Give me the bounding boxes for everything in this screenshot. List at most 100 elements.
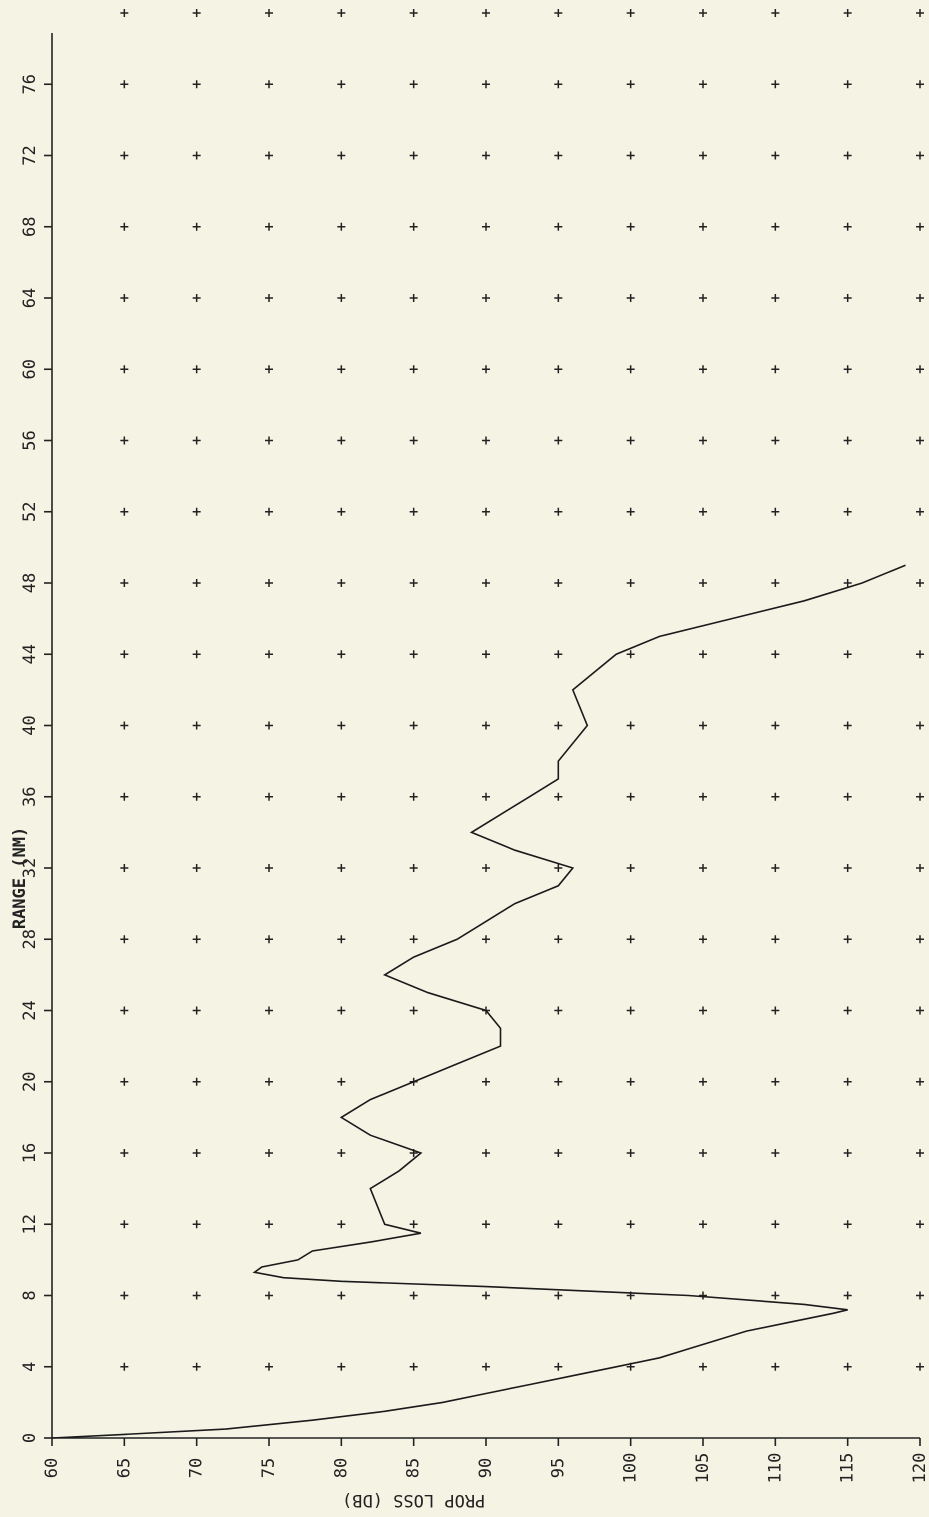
grid-plus bbox=[699, 222, 707, 231]
grid-plus bbox=[265, 1220, 273, 1229]
grid-plus bbox=[771, 294, 780, 302]
grid-plus bbox=[626, 792, 635, 801]
grid-plus bbox=[916, 792, 924, 801]
loss-tick-label: 115 bbox=[838, 1453, 858, 1484]
grid-plus bbox=[626, 1006, 635, 1015]
range-tick-label: 64 bbox=[20, 288, 40, 308]
grid-plus bbox=[337, 1006, 346, 1015]
grid-plus bbox=[699, 1291, 707, 1300]
grid-plus bbox=[409, 864, 418, 872]
grid-plus bbox=[771, 80, 780, 89]
grid-plus bbox=[916, 579, 924, 587]
range-tick-label: 16 bbox=[20, 1143, 40, 1163]
grid-plus bbox=[626, 1077, 635, 1086]
grid-plus bbox=[409, 1362, 418, 1371]
grid-plus bbox=[699, 80, 707, 89]
grid-plus bbox=[916, 294, 924, 302]
grid-plus bbox=[409, 436, 418, 445]
grid-plus bbox=[482, 294, 490, 302]
grid-plus bbox=[843, 1077, 852, 1086]
grid-plus bbox=[626, 294, 635, 302]
grid-plus bbox=[409, 222, 418, 231]
loss-tick-label: 120 bbox=[910, 1453, 929, 1484]
grid-plus bbox=[265, 151, 273, 160]
grid-plus bbox=[554, 650, 563, 659]
grid-plus bbox=[337, 1362, 346, 1371]
grid-plus bbox=[699, 1220, 707, 1229]
grid-plus bbox=[120, 1077, 129, 1086]
grid-plus bbox=[699, 365, 707, 374]
grid-plus bbox=[771, 1006, 780, 1015]
grid-plus bbox=[916, 507, 924, 516]
grid-plus bbox=[192, 151, 201, 160]
grid-plus bbox=[843, 721, 852, 730]
grid-plus bbox=[482, 579, 490, 587]
grid-plus bbox=[337, 9, 346, 17]
grid-plus bbox=[916, 1006, 924, 1015]
range-tick-label: 24 bbox=[20, 1000, 40, 1020]
grid-plus bbox=[843, 1362, 852, 1371]
grid-plus bbox=[265, 365, 273, 374]
grid-plus bbox=[482, 1291, 490, 1300]
grid-plus bbox=[409, 1220, 418, 1229]
grid-plus bbox=[699, 9, 707, 17]
grid-plus bbox=[265, 80, 273, 89]
grid-plus bbox=[265, 864, 273, 872]
grid-plus bbox=[771, 1077, 780, 1086]
grid-plus bbox=[626, 1220, 635, 1229]
grid-plus bbox=[843, 1149, 852, 1157]
grid-plus bbox=[771, 436, 780, 445]
grid-plus bbox=[409, 9, 418, 17]
grid-plus bbox=[843, 792, 852, 801]
grid-plus bbox=[626, 80, 635, 89]
grid-plus bbox=[626, 1149, 635, 1157]
grid-plus bbox=[554, 436, 563, 445]
range-tick-label: 12 bbox=[20, 1214, 40, 1234]
grid-plus bbox=[699, 1077, 707, 1086]
grid-plus bbox=[409, 650, 418, 659]
grid-plus bbox=[843, 365, 852, 374]
grid-plus bbox=[409, 935, 418, 944]
loss-tick-label: 75 bbox=[259, 1458, 279, 1478]
grid-plus bbox=[771, 1291, 780, 1300]
grid-plus bbox=[265, 579, 273, 587]
grid-plus bbox=[192, 579, 201, 587]
grid-plus bbox=[120, 1291, 129, 1300]
grid-plus bbox=[482, 1362, 490, 1371]
grid-plus bbox=[916, 1149, 924, 1157]
grid-plus bbox=[120, 1006, 129, 1015]
grid-plus bbox=[192, 1220, 201, 1229]
range-tick-label: 4 bbox=[20, 1362, 40, 1372]
range-axis-label: RANGE (NM) bbox=[10, 827, 30, 929]
grid-plus bbox=[626, 365, 635, 374]
grid-plus bbox=[554, 721, 563, 730]
grid-plus bbox=[192, 650, 201, 659]
grid-plus bbox=[192, 365, 201, 374]
grid-plus bbox=[120, 864, 129, 872]
grid-plus bbox=[843, 222, 852, 231]
grid-plus bbox=[699, 1362, 707, 1371]
grid-plus bbox=[192, 436, 201, 445]
grid-plus bbox=[843, 579, 852, 587]
grid-plus bbox=[554, 1220, 563, 1229]
grid-plus bbox=[482, 507, 490, 516]
grid-plus bbox=[337, 721, 346, 730]
grid-plus bbox=[120, 294, 129, 302]
grid-plus bbox=[265, 1149, 273, 1157]
range-tick-label: 36 bbox=[20, 787, 40, 807]
grid-plus bbox=[554, 1077, 563, 1086]
grid-plus bbox=[626, 436, 635, 445]
grid-plus bbox=[337, 1077, 346, 1086]
grid-plus bbox=[337, 80, 346, 89]
grid-plus bbox=[843, 80, 852, 89]
loss-tick-label: 70 bbox=[187, 1458, 207, 1478]
grid-plus bbox=[482, 1220, 490, 1229]
grid-plus bbox=[120, 9, 129, 17]
grid-plus bbox=[699, 507, 707, 516]
grid-plus bbox=[699, 294, 707, 302]
grid-plus bbox=[337, 507, 346, 516]
loss-tick-label: 60 bbox=[42, 1458, 62, 1478]
grid-plus bbox=[409, 579, 418, 587]
